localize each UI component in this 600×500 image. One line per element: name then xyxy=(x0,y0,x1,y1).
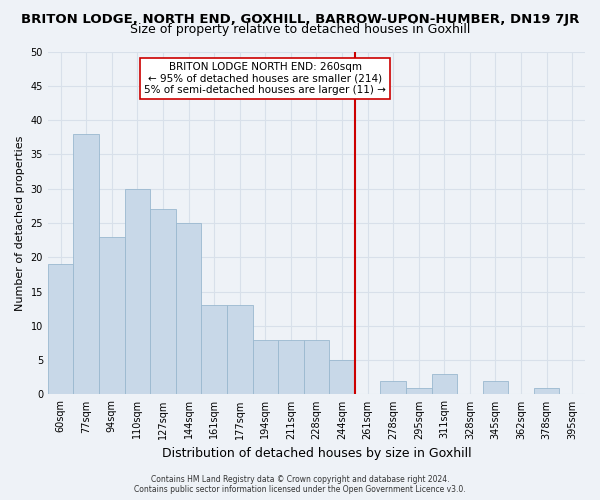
Bar xyxy=(304,340,329,394)
Bar xyxy=(99,236,125,394)
Bar xyxy=(406,388,431,394)
X-axis label: Distribution of detached houses by size in Goxhill: Distribution of detached houses by size … xyxy=(161,447,471,460)
Text: BRITON LODGE NORTH END: 260sqm
← 95% of detached houses are smaller (214)
5% of : BRITON LODGE NORTH END: 260sqm ← 95% of … xyxy=(145,62,386,95)
Bar xyxy=(278,340,304,394)
Bar xyxy=(227,306,253,394)
Bar xyxy=(48,264,73,394)
Text: Contains HM Land Registry data © Crown copyright and database right 2024.
Contai: Contains HM Land Registry data © Crown c… xyxy=(134,474,466,494)
Text: BRITON LODGE, NORTH END, GOXHILL, BARROW-UPON-HUMBER, DN19 7JR: BRITON LODGE, NORTH END, GOXHILL, BARROW… xyxy=(21,12,579,26)
Bar xyxy=(431,374,457,394)
Bar xyxy=(125,188,150,394)
Bar xyxy=(534,388,559,394)
Bar xyxy=(482,380,508,394)
Bar xyxy=(253,340,278,394)
Bar xyxy=(150,209,176,394)
Bar xyxy=(380,380,406,394)
Bar xyxy=(202,306,227,394)
Bar xyxy=(329,360,355,394)
Y-axis label: Number of detached properties: Number of detached properties xyxy=(15,136,25,310)
Bar xyxy=(73,134,99,394)
Text: Size of property relative to detached houses in Goxhill: Size of property relative to detached ho… xyxy=(130,22,470,36)
Bar xyxy=(176,223,202,394)
